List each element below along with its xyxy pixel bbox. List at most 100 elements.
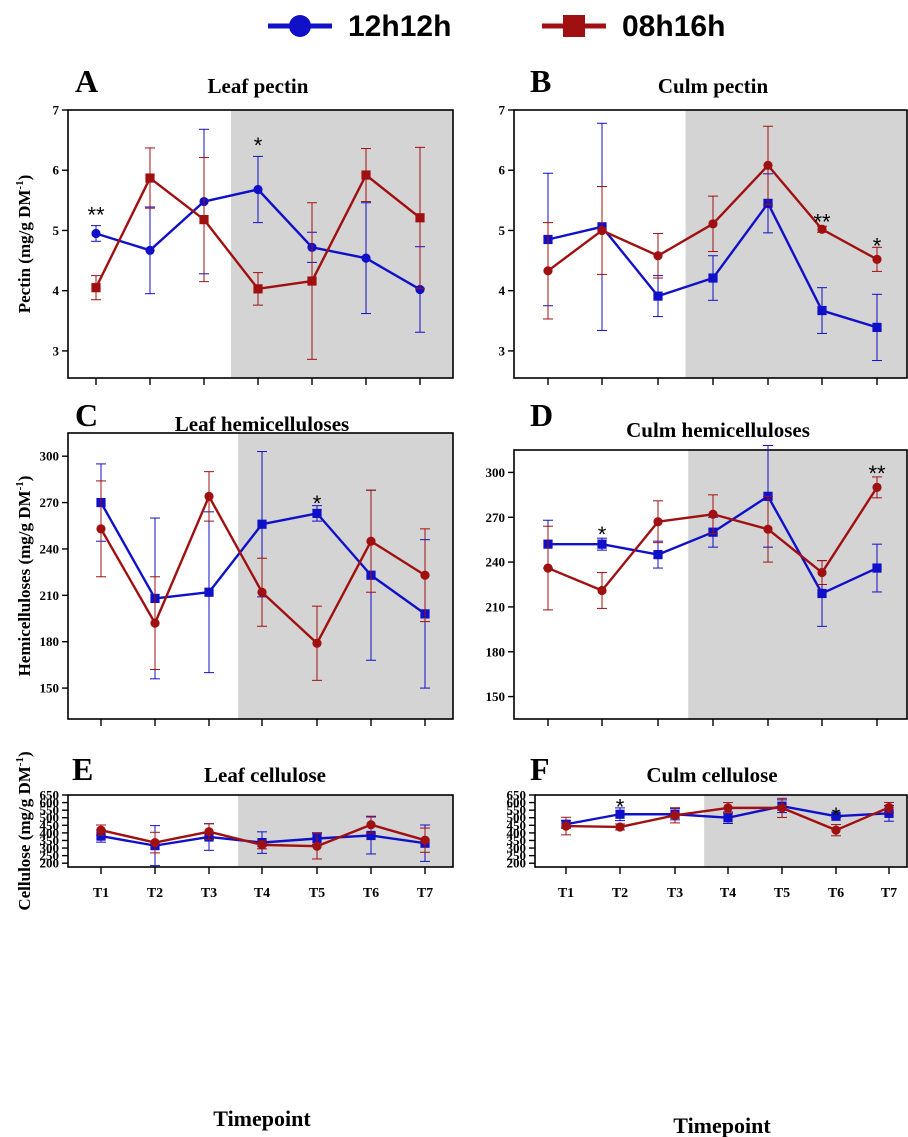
data-point — [777, 803, 787, 813]
x-tick-label: T5 — [309, 886, 325, 901]
data-point — [561, 821, 571, 831]
data-point — [817, 305, 827, 316]
x-axis-label: Timepoint — [673, 1113, 771, 1137]
series-1 — [96, 471, 430, 681]
plot-frame — [67, 109, 454, 379]
data-point — [145, 173, 155, 183]
data-point — [150, 618, 160, 628]
data-point — [597, 585, 607, 596]
data-point — [817, 588, 827, 599]
y-tick-label: 450 — [40, 818, 60, 833]
y-axis-label-main: Pectin (mg/g DM — [15, 190, 34, 314]
data-point — [597, 225, 607, 236]
y-tick-label: 240 — [40, 541, 60, 556]
x-tick-label: T6 — [828, 886, 844, 901]
data-point — [366, 820, 376, 830]
panel-title: Culm pectin — [658, 74, 769, 98]
y-tick-label: 5 — [53, 223, 60, 238]
night-shading — [685, 110, 907, 378]
data-point — [872, 563, 882, 573]
data-point — [91, 283, 101, 293]
plot-frame — [67, 794, 454, 868]
panel-C: 150 180 210 240 270 300 Leaf hemicelluloses C He… — [14, 397, 454, 726]
panel-title: Culm hemicelluloses — [626, 418, 810, 442]
significance-mark: * — [313, 491, 322, 516]
data-point — [763, 160, 773, 171]
data-point — [257, 519, 267, 529]
panel-title: Leaf pectin — [208, 74, 309, 98]
data-point — [361, 253, 371, 263]
legend-marker-square — [563, 15, 585, 37]
y-tick-label: 7 — [499, 103, 506, 118]
data-point — [96, 831, 106, 841]
y-axis-label: Cellulose (mg/g DM-1) — [14, 751, 34, 910]
y-tick-label: 210 — [40, 588, 60, 603]
data-point — [96, 524, 106, 534]
y-tick-label: 300 — [40, 449, 60, 464]
data-point — [708, 273, 718, 283]
data-point — [653, 291, 663, 301]
y-tick-label: 250 — [40, 848, 60, 863]
data-point — [415, 213, 425, 223]
data-point — [615, 809, 625, 819]
data-point — [831, 811, 841, 821]
series-1 — [96, 815, 430, 860]
y-axis-label-main: Hemicelluloses (mg/g DM — [15, 490, 34, 676]
y-tick-label: 270 — [40, 495, 60, 510]
data-point — [257, 587, 267, 597]
panel-letter: D — [530, 397, 553, 433]
data-point — [653, 517, 663, 527]
series-1 — [543, 476, 882, 611]
panel-title: Culm cellulose — [646, 763, 777, 787]
x-tick-label: T1 — [558, 886, 574, 901]
y-tick-label: 4 — [499, 283, 506, 298]
y-tick-label: 240 — [486, 555, 506, 570]
x-tick-label: T1 — [93, 886, 109, 901]
night-shading — [704, 795, 907, 867]
night-shading — [238, 433, 453, 719]
night-shading — [238, 795, 453, 867]
plot-frame — [513, 449, 908, 720]
y-tick-label: 350 — [507, 833, 527, 848]
data-point — [257, 840, 267, 850]
y-tick-label: 600 — [40, 795, 60, 810]
data-point — [91, 228, 101, 239]
data-point — [723, 803, 733, 813]
x-tick-label: T3 — [667, 886, 683, 901]
data-point — [615, 822, 625, 832]
y-axis-label: Pectin (mg/g DM-1) — [14, 175, 34, 314]
data-point — [708, 509, 718, 519]
data-point — [884, 808, 894, 818]
x-tick-label: T3 — [201, 886, 217, 901]
plot-frame — [67, 432, 454, 720]
y-axis-label: Hemicelluloses (mg/g DM-1) — [14, 476, 34, 677]
y-tick-label: 180 — [486, 644, 506, 659]
plot-frame — [513, 109, 908, 379]
x-tick-label: T7 — [417, 886, 433, 901]
significance-mark: * — [873, 234, 882, 259]
y-tick-label: 650 — [507, 788, 527, 803]
significance-mark: * — [832, 803, 841, 828]
y-tick-label: 270 — [486, 510, 506, 525]
x-tick-label: T6 — [363, 886, 379, 901]
data-point — [415, 284, 425, 295]
y-tick-label: 5 — [499, 223, 506, 238]
data-point — [670, 810, 680, 820]
y-axis-label-sup: -1 — [14, 180, 26, 189]
data-point — [253, 184, 263, 195]
x-tick-label: T7 — [881, 886, 897, 901]
y-tick-label: 500 — [507, 810, 527, 825]
panel-letter: A — [75, 63, 98, 99]
data-point — [366, 830, 376, 841]
significance-mark: ** — [87, 202, 105, 227]
significance-mark: * — [254, 133, 263, 158]
data-point — [872, 254, 882, 264]
y-tick-label: 400 — [40, 825, 60, 840]
y-tick-label: 600 — [507, 795, 527, 810]
